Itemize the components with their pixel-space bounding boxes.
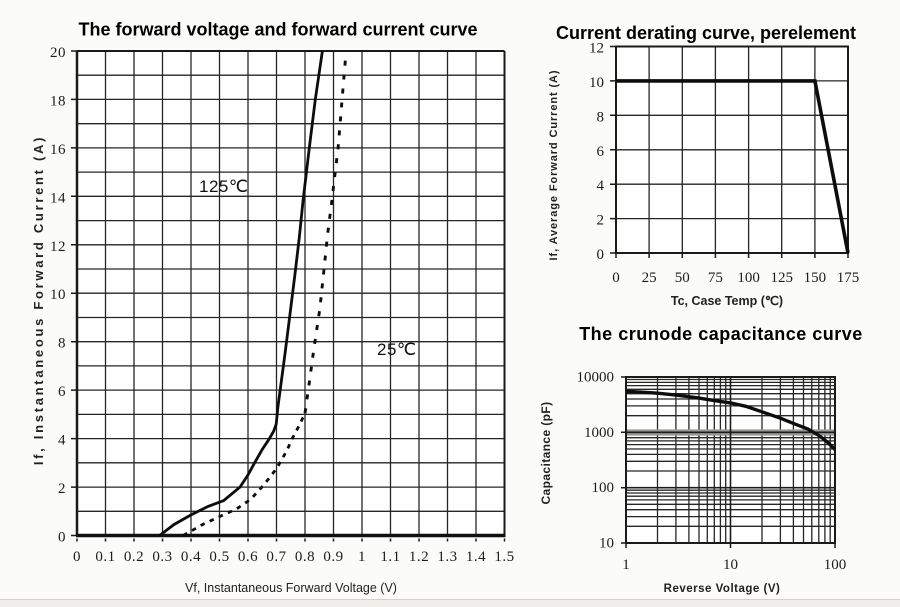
svg-text:12: 12 — [50, 239, 66, 255]
svg-text:0: 0 — [58, 530, 66, 546]
svg-text:Capacitance (pF): Capacitance (pF) — [539, 401, 553, 504]
svg-text:If, Instantaneous Forward Curr: If, Instantaneous Forward Current (A) — [31, 135, 46, 465]
svg-text:0.9: 0.9 — [323, 549, 343, 565]
svg-text:18: 18 — [50, 93, 66, 109]
svg-text:4: 4 — [597, 178, 605, 194]
svg-text:75: 75 — [708, 270, 723, 286]
svg-text:0.2: 0.2 — [124, 549, 144, 565]
svg-text:0: 0 — [597, 247, 605, 263]
svg-text:100: 100 — [737, 270, 760, 286]
svg-text:8: 8 — [58, 336, 66, 352]
svg-text:0: 0 — [612, 270, 620, 286]
svg-text:100: 100 — [824, 557, 847, 573]
svg-text:2: 2 — [58, 481, 66, 497]
svg-text:0.3: 0.3 — [152, 549, 172, 565]
svg-text:16: 16 — [50, 142, 66, 158]
svg-text:10: 10 — [599, 536, 614, 552]
svg-text:25℃: 25℃ — [377, 340, 417, 359]
svg-text:0.7: 0.7 — [266, 549, 286, 565]
svg-text:100: 100 — [592, 480, 615, 496]
svg-text:0.1: 0.1 — [95, 549, 115, 565]
svg-text:4: 4 — [58, 433, 66, 449]
svg-text:1: 1 — [358, 549, 366, 565]
svg-text:Reverse Voltage (V): Reverse Voltage (V) — [664, 583, 781, 595]
svg-text:14: 14 — [50, 190, 66, 206]
svg-text:10: 10 — [50, 287, 66, 303]
svg-text:The forward voltage and forwar: The forward voltage and forward current … — [78, 20, 477, 40]
svg-text:Current derating curve, perele: Current derating curve, perelement — [556, 23, 856, 43]
svg-text:The crunode capacitance curve: The crunode capacitance curve — [579, 324, 863, 344]
svg-text:Vf, Instantaneous Forward Volt: Vf, Instantaneous Forward Voltage (V) — [185, 581, 397, 595]
svg-text:125: 125 — [770, 270, 793, 286]
svg-text:175: 175 — [837, 270, 860, 286]
svg-text:12: 12 — [589, 41, 604, 57]
svg-text:0.8: 0.8 — [295, 549, 315, 565]
svg-text:1.3: 1.3 — [437, 549, 457, 565]
svg-text:10: 10 — [589, 75, 604, 91]
svg-text:8: 8 — [597, 109, 605, 125]
svg-text:1.5: 1.5 — [494, 549, 514, 565]
svg-text:2: 2 — [597, 213, 605, 229]
svg-text:50: 50 — [675, 270, 690, 286]
svg-text:0.5: 0.5 — [209, 549, 229, 565]
svg-text:If, Average Forward Current (A: If, Average Forward Current (A) — [548, 70, 560, 261]
svg-text:1.1: 1.1 — [380, 549, 400, 565]
svg-text:Tc, Case Temp (℃): Tc, Case Temp (℃) — [671, 294, 783, 308]
svg-text:125℃: 125℃ — [199, 177, 248, 196]
svg-text:20: 20 — [50, 45, 66, 61]
svg-text:25: 25 — [642, 270, 657, 286]
svg-text:150: 150 — [804, 270, 827, 286]
svg-text:10000: 10000 — [577, 370, 615, 386]
svg-text:0.4: 0.4 — [181, 549, 201, 565]
svg-text:1.4: 1.4 — [466, 549, 486, 565]
svg-text:1000: 1000 — [584, 425, 614, 441]
svg-text:0.6: 0.6 — [238, 549, 258, 565]
svg-text:6: 6 — [58, 384, 66, 400]
svg-text:1: 1 — [622, 557, 630, 573]
svg-text:1.2: 1.2 — [409, 549, 429, 565]
svg-text:0: 0 — [73, 549, 81, 565]
svg-text:10: 10 — [723, 557, 738, 573]
svg-text:6: 6 — [597, 144, 605, 160]
